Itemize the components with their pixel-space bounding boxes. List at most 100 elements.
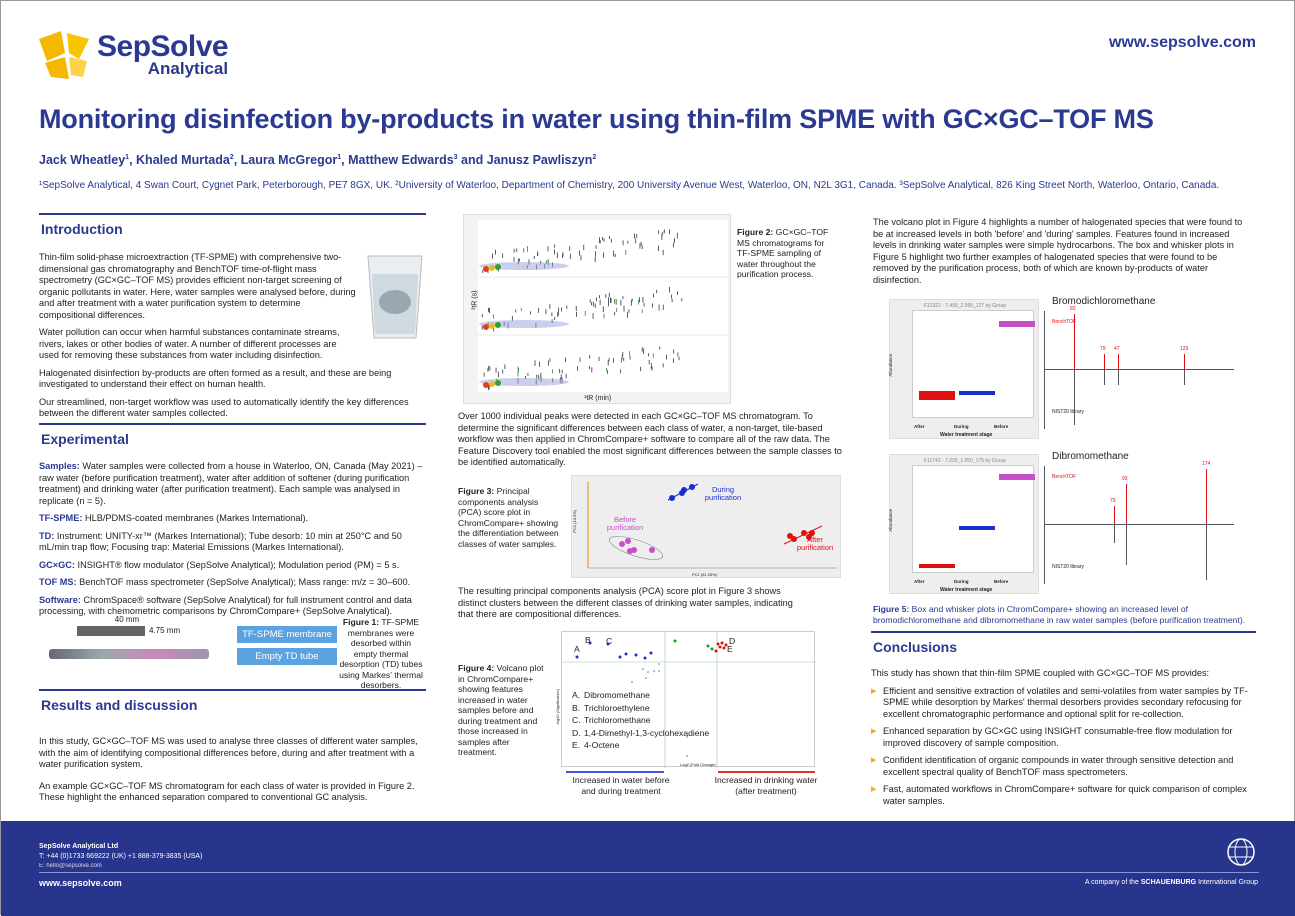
figure-2-chromatograms: ²tR (s) ¹tR (min) bbox=[463, 214, 731, 404]
box-plot-title: F11742 - 7.299_1.050_175 by Group bbox=[924, 458, 1006, 464]
peak-label: 79 bbox=[1100, 346, 1106, 352]
box-y-axis: Abundance bbox=[888, 508, 894, 532]
author-affil: 3 bbox=[453, 153, 458, 161]
peak-label: 129 bbox=[1180, 346, 1189, 352]
spectrum-peak-top bbox=[1118, 354, 1119, 369]
compound-name: Dibromomethane bbox=[1052, 451, 1129, 462]
peak-label: 93 bbox=[1122, 476, 1128, 482]
introduction-section: Introduction Thin-film solid-phase micro… bbox=[39, 213, 426, 426]
figure-3-pca-plot: During purification Before purification … bbox=[571, 475, 841, 578]
group-label: After bbox=[914, 579, 925, 584]
box-x-axis: Water treatment stage bbox=[940, 432, 993, 438]
point-label-e: E bbox=[727, 644, 733, 654]
legend-key: B. bbox=[572, 702, 581, 713]
spectrum-peak-bottom bbox=[1206, 525, 1207, 580]
middle-paragraph-1: Over 1000 individual peaks were detected… bbox=[458, 411, 842, 467]
arrow-left bbox=[566, 771, 664, 773]
experimental-label: TOF MS: bbox=[39, 577, 77, 587]
figure-1: 40 mm 4.75 mm TF-SPME membrane Empty TD … bbox=[39, 611, 426, 690]
author-name: Laura McGregor bbox=[240, 153, 338, 167]
experimental-text: HLB/PDMS-coated membranes (Markes Intern… bbox=[82, 513, 309, 523]
arrow-right-label: Increased in drinking water (after treat… bbox=[714, 775, 818, 796]
footer-divider bbox=[39, 872, 1259, 873]
experimental-heading: Experimental bbox=[39, 423, 426, 452]
label-before: Before purification bbox=[606, 515, 644, 532]
footer-company: SepSolve Analytical Ltd bbox=[39, 843, 119, 850]
footer-url[interactable]: www.sepsolve.com bbox=[39, 878, 122, 888]
peak-label: 79 bbox=[1110, 498, 1116, 504]
peak-label: 174 bbox=[1202, 461, 1211, 467]
spectrum-peak-bottom bbox=[1118, 370, 1119, 385]
box-before bbox=[999, 474, 1035, 480]
logo-name: SepSolve bbox=[97, 30, 229, 63]
results-paragraph: An example GC×GC–TOF MS chromatogram for… bbox=[39, 780, 415, 803]
spectrum-peak-top bbox=[1114, 506, 1115, 524]
experimental-section: Experimental Samples: Water samples were… bbox=[39, 423, 426, 624]
schauenburg-globe-icon bbox=[1227, 838, 1255, 866]
compound-name: Bromodichloromethane bbox=[1052, 296, 1156, 307]
arrow-left-label: Increased in water before and during tre… bbox=[572, 775, 670, 796]
footer-email[interactable]: E: hello@sepsolve.com bbox=[39, 863, 102, 869]
author-name: Khaled Murtada bbox=[136, 153, 230, 167]
conclusion-bullet: Confident identification of organic comp… bbox=[871, 755, 1256, 778]
membrane-image bbox=[77, 626, 145, 636]
water-glass-image bbox=[364, 252, 426, 340]
legend-name: Trichloromethane bbox=[584, 715, 651, 725]
conclusions-section: Conclusions This study has shown that th… bbox=[871, 631, 1256, 813]
box-during bbox=[959, 526, 995, 530]
fig2-y-axis: ²tR (s) bbox=[471, 290, 479, 310]
experimental-item: TOF MS: BenchTOF mass spectrometer (SepS… bbox=[39, 577, 426, 589]
header-url[interactable]: www.sepsolve.com bbox=[1108, 34, 1256, 51]
experimental-item: GC×GC: INSIGHT® flow modulator (SepSolve… bbox=[39, 560, 426, 572]
fig3-x-axis: PC1 (61.26%) bbox=[692, 572, 718, 577]
peak-label: 83 bbox=[1070, 306, 1076, 312]
conclusions-heading: Conclusions bbox=[871, 631, 1256, 660]
results-paragraph: In this study, GC×GC–TOF MS was used to … bbox=[39, 736, 418, 769]
sepsolve-logo: SepSolve Analytical bbox=[39, 30, 229, 79]
legend-name: 4-Octene bbox=[584, 740, 620, 750]
box-plot-title: F12322 - 7.458_2.995_127 by Group bbox=[923, 303, 1007, 309]
box-y-axis: Abundance bbox=[888, 353, 894, 377]
legend-item: D. 1,4-Dimethyl-1,3-cyclohexadiene bbox=[572, 728, 709, 739]
group-label: After bbox=[914, 424, 925, 429]
spectrum-peak-top bbox=[1206, 469, 1207, 524]
label-tube: Empty TD tube bbox=[237, 648, 337, 665]
experimental-label: TD: bbox=[39, 530, 55, 541]
spectrum-peak-top bbox=[1184, 354, 1185, 369]
volcano-legend: A. Dibromomethane B. Trichloroethylene C. Tri… bbox=[572, 690, 709, 753]
box-during bbox=[959, 391, 995, 395]
affiliations: ¹SepSolve Analytical, 4 Swan Court, Cygn… bbox=[39, 180, 1220, 191]
spectrum-peak-bottom bbox=[1114, 525, 1115, 543]
experimental-label: Samples: bbox=[39, 461, 80, 471]
pca-before-points bbox=[608, 536, 664, 560]
spectrum-peak-bottom bbox=[1184, 370, 1185, 385]
legend-item: E. 4-Octene bbox=[572, 740, 709, 751]
spectrum-peak-top bbox=[1126, 484, 1127, 524]
fig2-x-axis: ¹tR (min) bbox=[584, 395, 612, 402]
right-paragraph: The volcano plot in Figure 4 highlights … bbox=[873, 217, 1243, 285]
middle-paragraph-2: The resulting principal components analy… bbox=[458, 586, 793, 619]
spectrum-peak-bottom bbox=[1074, 370, 1075, 425]
experimental-text: BenchTOF mass spectrometer (SepSolve Ana… bbox=[76, 577, 411, 587]
figure-5: F12322 - 7.458_2.995_127 by Group After Du… bbox=[888, 291, 1237, 599]
spectrum-library: NIST20 library bbox=[1052, 564, 1084, 570]
footer-group: A company of the SCHAUENBURG Internation… bbox=[1084, 879, 1258, 886]
figure-2-caption: Figure 2: GC×GC–TOF MS chromatograms for… bbox=[737, 227, 829, 279]
point-label-d: D bbox=[729, 636, 736, 646]
legend-key: A. bbox=[572, 690, 581, 700]
figure-5-caption: Figure 5: Box and whisker plots in Chrom… bbox=[873, 604, 1246, 625]
spectrum-peak-top bbox=[1074, 314, 1075, 369]
experimental-text: ChromSpace® software (SepSolve Analytica… bbox=[39, 594, 412, 617]
experimental-item: TF-SPME: HLB/PDMS-coated membranes (Mark… bbox=[39, 513, 426, 525]
author-name: Jack Wheatley bbox=[39, 153, 126, 167]
box-whisker-plot: F11742 - 7.299_1.050_175 by Group After Du… bbox=[888, 454, 1039, 594]
point-label-a: A bbox=[574, 644, 580, 654]
author-affil: 1 bbox=[125, 153, 130, 161]
figure-3-caption: Figure 3: Principal components analysis … bbox=[458, 486, 559, 549]
label-during: During purification bbox=[704, 485, 742, 502]
experimental-label: TF-SPME: bbox=[39, 513, 83, 523]
group-label: During bbox=[954, 424, 969, 429]
fig3-y-axis: PC2 (13.5%) bbox=[572, 509, 578, 533]
intro-paragraph: Thin-film solid-phase microextraction (T… bbox=[39, 252, 356, 320]
author-affil: 2 bbox=[592, 153, 597, 161]
